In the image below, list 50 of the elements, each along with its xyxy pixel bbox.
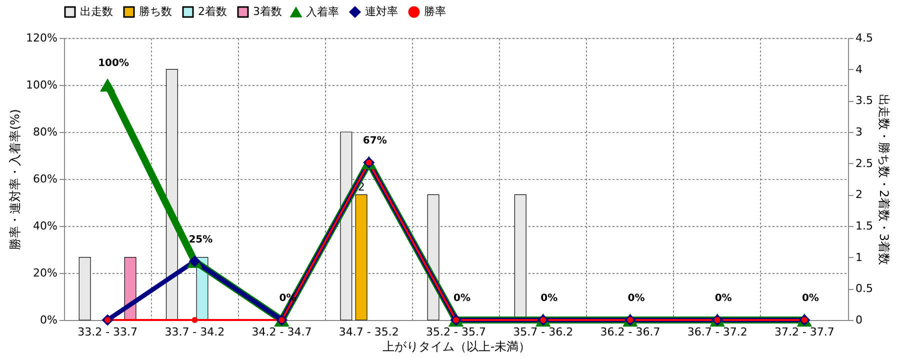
data-label: 0% bbox=[802, 293, 819, 304]
y-tick-label: 40% bbox=[33, 220, 58, 232]
y-tick-label: 120% bbox=[26, 32, 58, 44]
x-tick-label: 33.2 - 33.7 bbox=[78, 326, 138, 338]
y2-tick-label: 0.5 bbox=[856, 282, 873, 296]
y2-tick-label: 0 bbox=[856, 314, 862, 326]
legend-label: 勝ち数 bbox=[139, 5, 172, 18]
y-tick-label: 80% bbox=[33, 126, 58, 138]
legend-label: 入着率 bbox=[306, 5, 339, 18]
x-tick-label: 37.2 - 37.7 bbox=[774, 326, 834, 338]
y-tick-label: 60% bbox=[33, 172, 58, 186]
y-tick-label: 0% bbox=[40, 314, 58, 326]
data-label: 100% bbox=[98, 58, 130, 69]
y2-tick-label: 3.5 bbox=[856, 94, 873, 108]
x-tick-label: 33.7 - 34.2 bbox=[164, 326, 225, 338]
y2-tick-label: 1 bbox=[856, 250, 862, 264]
x-axis-title: 上がりタイム（以上-未満） bbox=[382, 340, 531, 354]
y2-tick-label: 1.5 bbox=[856, 220, 873, 232]
y2-tick-label: 2.5 bbox=[856, 156, 873, 170]
y-axis-title: 勝率・連対率・入着率(%) bbox=[8, 109, 22, 250]
data-label: 67% bbox=[362, 136, 387, 147]
bar bbox=[78, 257, 91, 320]
legend-label: 連対率 bbox=[365, 5, 398, 18]
x-tick-label: 34.7 - 35.2 bbox=[338, 326, 399, 338]
y2-tick-label: 4.5 bbox=[856, 32, 873, 44]
legend-label: 出走数 bbox=[80, 5, 113, 18]
legend-label: 2着数 bbox=[198, 5, 227, 18]
y2-tick-label: 2 bbox=[856, 188, 862, 202]
legend-label: 3着数 bbox=[253, 5, 282, 18]
legend-label: 勝率 bbox=[424, 5, 446, 18]
data-label: 0% bbox=[540, 293, 558, 304]
point bbox=[192, 317, 198, 323]
x-tick-label: 36.2 - 36.7 bbox=[600, 326, 660, 338]
y2-tick-label: 4 bbox=[856, 62, 862, 76]
x-tick-label: 35.2 - 35.7 bbox=[426, 326, 486, 338]
y-tick-label: 100% bbox=[26, 78, 58, 92]
bar bbox=[166, 69, 178, 320]
data-label: 25% bbox=[188, 234, 213, 246]
y2-axis-title: 出走数・勝ち数・2着数・3着数 bbox=[876, 94, 891, 266]
x-tick-label: 34.2 - 34.7 bbox=[252, 326, 312, 338]
bar bbox=[355, 194, 368, 320]
y2-tick-label: 3 bbox=[856, 126, 862, 138]
y-tick-label: 20% bbox=[33, 266, 58, 280]
data-label: 0% bbox=[454, 293, 470, 304]
data-label: 0% bbox=[628, 293, 645, 304]
data-label: 0% bbox=[714, 293, 732, 304]
x-tick-label: 35.7 - 36.2 bbox=[513, 326, 574, 338]
bar bbox=[340, 132, 352, 320]
x-tick-label: 36.7 - 37.2 bbox=[687, 326, 748, 338]
point bbox=[100, 78, 116, 92]
